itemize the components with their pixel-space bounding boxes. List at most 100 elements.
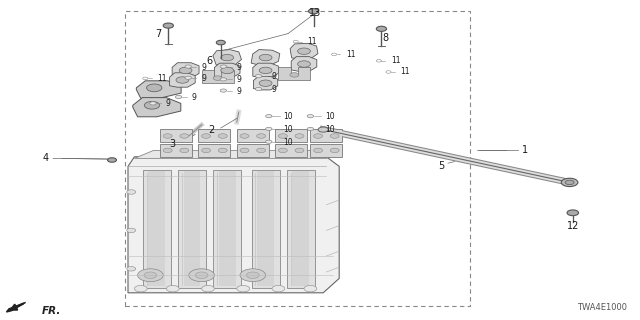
Text: 4: 4 <box>43 153 49 164</box>
Text: 11: 11 <box>346 50 355 59</box>
Polygon shape <box>136 81 181 99</box>
Circle shape <box>240 134 249 138</box>
Text: 6: 6 <box>207 56 213 66</box>
Bar <box>252 170 280 288</box>
Circle shape <box>295 148 304 153</box>
Polygon shape <box>170 73 195 87</box>
Circle shape <box>259 54 272 61</box>
Circle shape <box>220 89 227 92</box>
Circle shape <box>308 9 319 14</box>
Circle shape <box>220 78 227 81</box>
Bar <box>292 171 309 286</box>
Bar <box>160 144 192 157</box>
Circle shape <box>272 285 285 292</box>
Circle shape <box>180 134 189 138</box>
Circle shape <box>220 65 227 68</box>
Polygon shape <box>213 50 241 66</box>
Circle shape <box>295 134 304 138</box>
Circle shape <box>179 67 192 74</box>
Text: 8: 8 <box>383 33 389 44</box>
Bar <box>125 11 470 306</box>
Text: 10: 10 <box>283 112 293 121</box>
Text: 11: 11 <box>308 37 317 46</box>
Text: 9: 9 <box>271 85 276 94</box>
Circle shape <box>240 269 266 282</box>
Circle shape <box>278 148 287 153</box>
Polygon shape <box>128 157 339 293</box>
Text: 10: 10 <box>324 125 335 134</box>
Bar <box>275 144 307 157</box>
Text: 11: 11 <box>391 56 400 65</box>
Bar <box>198 144 230 157</box>
Text: 9: 9 <box>236 63 241 72</box>
Bar <box>219 171 236 286</box>
Circle shape <box>293 40 298 43</box>
Bar <box>310 129 342 142</box>
Circle shape <box>314 134 323 138</box>
Polygon shape <box>214 63 240 77</box>
Circle shape <box>255 75 262 78</box>
Bar <box>178 170 206 288</box>
Circle shape <box>202 134 211 138</box>
Circle shape <box>318 127 328 132</box>
Text: 1: 1 <box>522 145 528 156</box>
Circle shape <box>259 80 272 86</box>
Text: 12: 12 <box>566 220 579 231</box>
Text: 5: 5 <box>438 161 445 172</box>
Circle shape <box>185 76 191 79</box>
Circle shape <box>330 134 339 138</box>
Circle shape <box>266 140 272 143</box>
Circle shape <box>195 272 208 278</box>
Text: 10: 10 <box>283 125 293 134</box>
Bar <box>310 144 342 157</box>
Text: 9: 9 <box>236 87 241 96</box>
Text: 9: 9 <box>271 72 276 81</box>
Bar <box>287 170 315 288</box>
Bar <box>184 171 200 286</box>
Bar <box>143 170 171 288</box>
Circle shape <box>330 148 339 153</box>
Circle shape <box>221 67 234 74</box>
Text: 9: 9 <box>166 100 171 108</box>
Circle shape <box>143 77 148 80</box>
Circle shape <box>163 23 173 28</box>
Circle shape <box>565 180 574 185</box>
Circle shape <box>561 178 578 187</box>
Text: FR.: FR. <box>42 306 61 316</box>
Polygon shape <box>134 150 342 158</box>
Circle shape <box>202 285 214 292</box>
Circle shape <box>127 267 136 271</box>
Circle shape <box>144 272 157 278</box>
Circle shape <box>202 148 211 153</box>
Polygon shape <box>290 43 318 59</box>
Polygon shape <box>253 63 278 77</box>
Circle shape <box>278 134 287 138</box>
Bar <box>148 171 165 286</box>
Text: TWA4E1000: TWA4E1000 <box>577 303 627 312</box>
Circle shape <box>150 102 156 105</box>
Circle shape <box>376 26 387 31</box>
Text: 9: 9 <box>236 76 241 84</box>
Circle shape <box>314 148 323 153</box>
Circle shape <box>246 272 259 278</box>
Circle shape <box>290 73 299 77</box>
Circle shape <box>176 77 189 83</box>
Circle shape <box>298 61 310 67</box>
Polygon shape <box>6 302 26 312</box>
Bar <box>275 129 307 142</box>
Circle shape <box>166 285 179 292</box>
Text: 10: 10 <box>324 112 335 121</box>
Text: 3: 3 <box>170 139 176 149</box>
Text: 9: 9 <box>201 74 206 83</box>
Circle shape <box>255 87 262 91</box>
Circle shape <box>221 54 234 61</box>
Circle shape <box>218 134 227 138</box>
Bar <box>237 129 269 142</box>
Circle shape <box>180 148 189 153</box>
Text: 10: 10 <box>283 138 293 147</box>
Circle shape <box>108 158 116 162</box>
Circle shape <box>147 84 162 92</box>
Circle shape <box>376 60 381 62</box>
Polygon shape <box>133 98 180 117</box>
Circle shape <box>216 40 225 45</box>
